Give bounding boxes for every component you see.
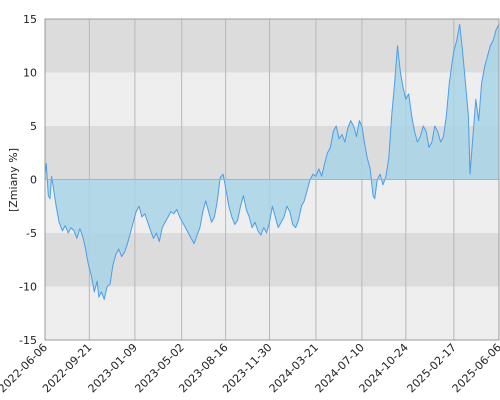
y-tick-label: -5 xyxy=(26,227,37,240)
y-axis-tick-labels: 15 10 5 0 -5 -10 -15 xyxy=(19,13,37,347)
y-tick-label: -15 xyxy=(19,334,37,347)
background-band xyxy=(45,286,499,340)
plot-frame xyxy=(44,18,500,341)
x-tick-label: 2023-01-09 xyxy=(86,341,140,395)
background-band xyxy=(45,19,499,73)
y-tick-label: 5 xyxy=(30,120,37,133)
plot-frame-layer xyxy=(44,18,500,341)
line-layer xyxy=(44,23,500,300)
x-axis-tick-labels: 2022-06-062022-09-212023-01-092023-05-02… xyxy=(0,341,500,395)
background-band xyxy=(45,72,499,126)
series-area xyxy=(45,24,499,300)
y-tick-label: 0 xyxy=(30,174,37,187)
y-tick-label: 15 xyxy=(23,13,37,26)
y-tick-label: -10 xyxy=(19,281,37,294)
series-line xyxy=(44,23,500,300)
y-tick-label: 10 xyxy=(23,67,37,80)
area-layer xyxy=(45,24,499,300)
y-axis-title: [Zmiany %] xyxy=(7,148,20,212)
